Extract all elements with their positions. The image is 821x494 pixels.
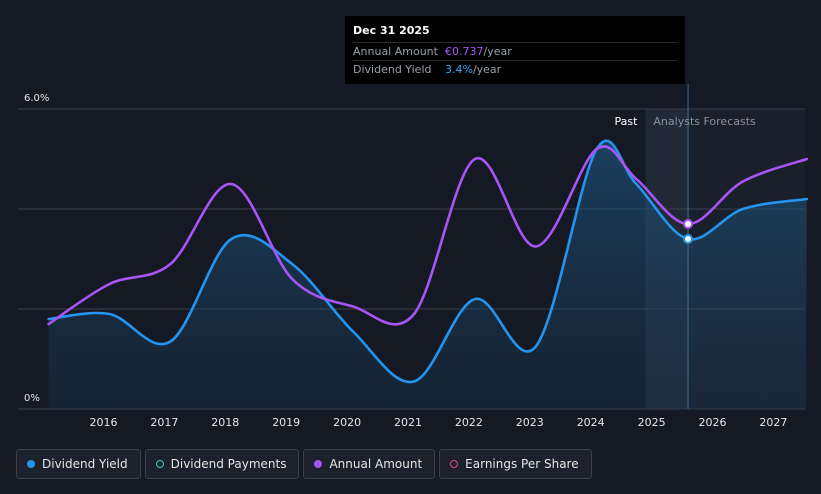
region-label-forecast: Analysts Forecasts [653, 115, 756, 128]
legend-label-earnings-per-share: Earnings Per Share [465, 457, 579, 471]
dividend-yield-area [48, 140, 807, 410]
tooltip-value-annual-amount: €0.737 [445, 45, 484, 58]
tooltip-label-dividend-yield: Dividend Yield [353, 63, 432, 76]
hover-point-dividend-yield [683, 234, 694, 244]
x-tick-label-2022: 2022 [455, 416, 483, 429]
legend-item-annual-amount[interactable]: Annual Amount [303, 449, 436, 479]
legend-dot-earnings-per-share [450, 460, 459, 468]
hover-point-annual-amount [683, 219, 694, 229]
x-tick-label-2020: 2020 [333, 416, 361, 429]
legend-dot-annual-amount [314, 460, 323, 468]
legend-item-dividend-payments[interactable]: Dividend Payments [144, 449, 300, 479]
region-label-past: Past [614, 115, 638, 128]
x-tick-label-2016: 2016 [90, 416, 118, 429]
tooltip-row-annual-amount: Annual Amount €0.737 /year [353, 42, 677, 60]
x-tick-label-2019: 2019 [272, 416, 300, 429]
y-tick-label-1: 6.0% [24, 93, 49, 104]
legend-label-dividend-yield: Dividend Yield [42, 457, 128, 471]
x-tick-label-2026: 2026 [699, 416, 727, 429]
legend-label-dividend-payments: Dividend Payments [170, 457, 287, 471]
legend-label-annual-amount: Annual Amount [329, 457, 423, 471]
tooltip-value-dividend-yield: 3.4% [445, 63, 473, 76]
y-tick-label-0: 0% [24, 393, 40, 404]
tooltip-label-annual-amount: Annual Amount [353, 45, 438, 58]
x-tick-label-2021: 2021 [394, 416, 422, 429]
tooltip-row-dividend-yield: Dividend Yield 3.4% /year [353, 60, 677, 78]
tooltip-unit-annual-amount: /year [483, 45, 512, 58]
series-line-annual-amount [47, 145, 809, 326]
chart-tooltip: Dec 31 2025 Annual Amount €0.737 /year D… [345, 16, 685, 84]
x-tick-label-2018: 2018 [211, 416, 239, 429]
tooltip-unit-dividend-yield: /year [472, 63, 502, 76]
x-tick-label-2027: 2027 [759, 416, 787, 429]
legend-item-earnings-per-share[interactable]: Earnings Per Share [439, 449, 592, 479]
legend-item-dividend-yield[interactable]: Dividend Yield [16, 449, 141, 479]
x-tick-label-2025: 2025 [638, 416, 666, 429]
x-tick-label-2017: 2017 [150, 416, 178, 429]
chart-legend: Dividend Yield Dividend Payments Annual … [16, 449, 592, 479]
x-tick-label-2024: 2024 [577, 416, 605, 429]
x-tick-label-2023: 2023 [516, 416, 544, 429]
tooltip-date: Dec 31 2025 [353, 24, 430, 37]
legend-dot-dividend-yield [27, 460, 35, 468]
legend-dot-dividend-payments [155, 460, 164, 468]
series-line-dividend-yield [47, 139, 809, 384]
